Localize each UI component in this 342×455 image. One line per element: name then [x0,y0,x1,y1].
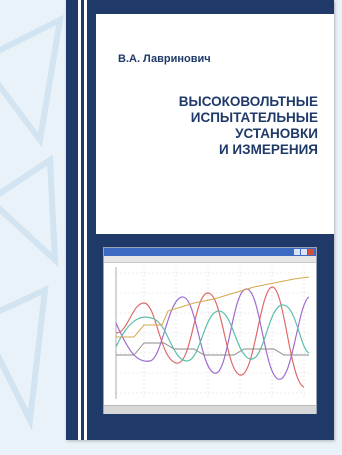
book-title-line: УСТАНОВКИ [235,126,318,141]
book-title-line: ВЫСОКОВОЛЬТНЫЕ [178,94,318,109]
trace-red [115,286,305,388]
trace-orange [116,276,310,338]
window-statusbar [104,405,316,414]
trace-teal [115,304,310,362]
cover-title-panel [96,14,334,234]
oscillogram-screenshot [103,247,317,414]
window-toolbar [104,256,316,263]
cover-stripe [84,0,87,440]
book-author: В.А. Лавринович [118,53,211,65]
window-titlebar [104,248,316,256]
maximize-icon [301,249,307,255]
book-title-line: ИСПЫТАТЕЛЬНЫЕ [190,110,318,125]
trace-purple [115,288,310,380]
book-title: ВЫСОКОВОЛЬТНЫЕ ИСПЫТАТЕЛЬНЫЕ УСТАНОВКИ И… [112,94,318,158]
cover-stripe [78,0,81,440]
book-title-line: И ИЗМЕРЕНИЯ [218,142,318,157]
minimize-icon [294,249,300,255]
close-icon [308,249,314,255]
trace-gray [116,342,309,356]
oscillogram-plot [104,263,316,405]
